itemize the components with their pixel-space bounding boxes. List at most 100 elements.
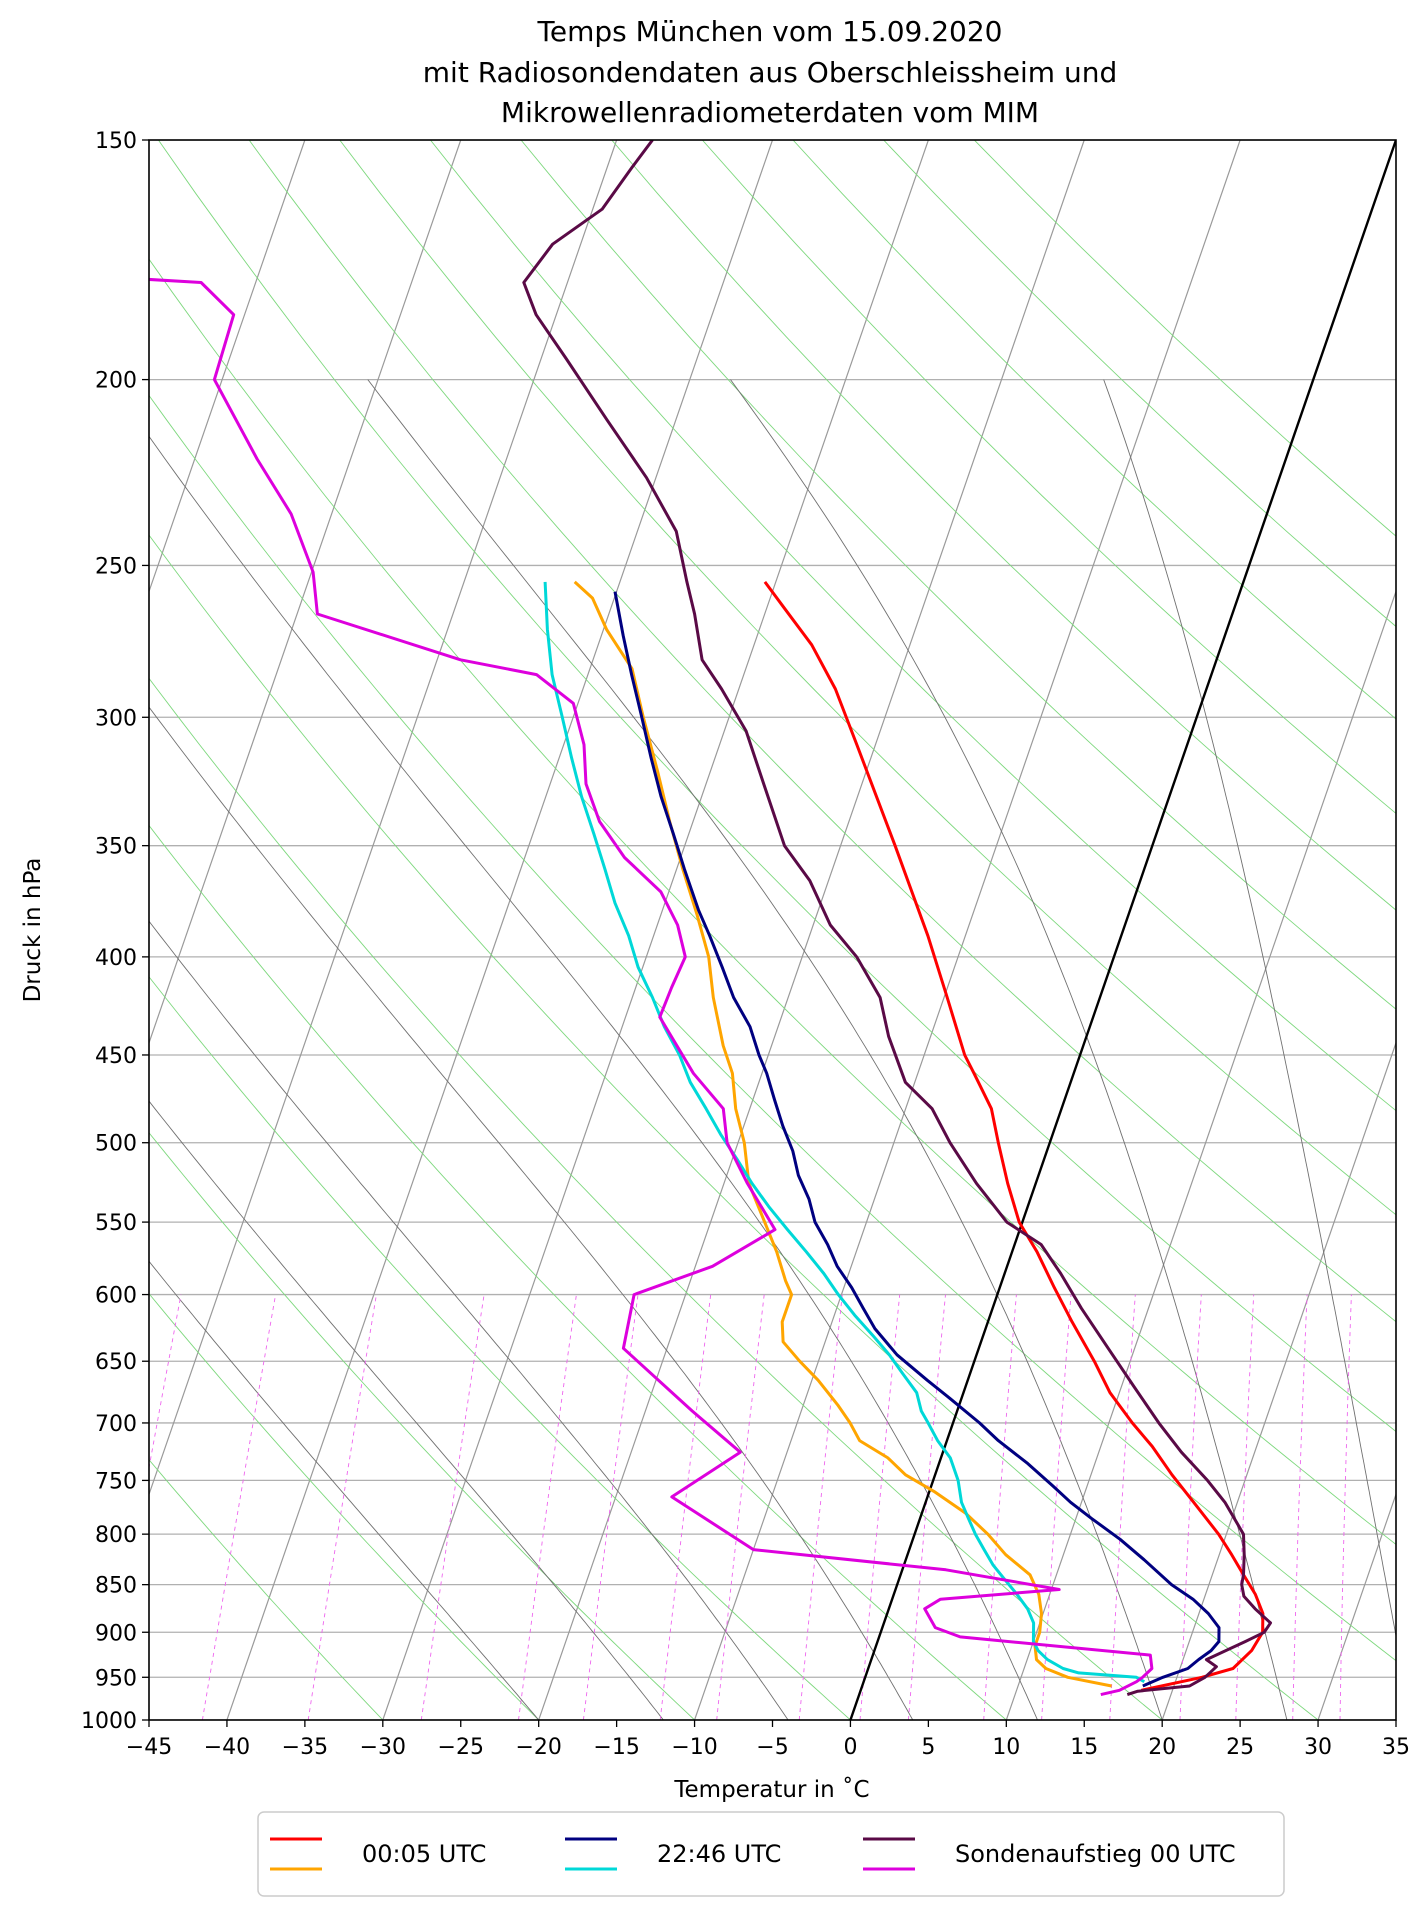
dry-adiabat [701, 140, 1396, 814]
dry-adiabat [430, 140, 1396, 1112]
mixing-ratio-line [798, 1294, 843, 1720]
isotherm-line [226, 140, 774, 1720]
x-tick-label: −25 [438, 1735, 484, 1760]
dry-adiabat [149, 824, 1007, 1720]
dry-adiabat [611, 140, 1396, 911]
y-tick-label: 500 [95, 1132, 137, 1157]
dry-adiabat [149, 976, 851, 1720]
mixing-ratio-line [659, 1294, 712, 1720]
legend-box [257, 1811, 1285, 1897]
isotherm-line [1161, 1041, 1396, 1720]
mixing-ratio-line [1292, 1294, 1308, 1720]
moist-adiabat [149, 435, 1038, 1720]
y-tick-label: 350 [95, 835, 137, 860]
series-temperature-0 [763, 581, 1265, 1692]
y-tick-label: 300 [95, 706, 137, 731]
y-tick-label: 200 [95, 369, 137, 394]
dry-adiabat [149, 534, 1319, 1720]
mixing-ratio-line [307, 1294, 377, 1720]
y-tick-label: 650 [95, 1350, 137, 1375]
dry-adiabat [149, 1292, 540, 1720]
x-tick-label: −15 [593, 1735, 639, 1760]
x-axis: −45 −40 −35 −30 −25 −20 −15 −10 −5 0 5 10 15 20 25 30 35 [126, 1720, 1410, 1760]
y-tick-label: 900 [95, 1621, 137, 1646]
y-tick-label: 450 [95, 1044, 137, 1069]
x-tick-label: 35 [1382, 1735, 1410, 1760]
isotherm-line [149, 140, 462, 1045]
y-tick-label: 1000 [81, 1709, 137, 1734]
zero-isotherm [849, 140, 1396, 1720]
legend-label: Sondenaufstieg 00 UTC [955, 1840, 1236, 1868]
x-tick-label: −40 [204, 1735, 250, 1760]
x-tick-label: −10 [671, 1735, 717, 1760]
moist-adiabat [149, 920, 789, 1720]
y-tick-label: 250 [95, 554, 137, 579]
y-tick-label: 600 [95, 1284, 137, 1309]
chart-title-line-1: Temps München vom 15.09.2020 [537, 15, 1003, 48]
series-temperature-4 [522, 140, 1272, 1697]
series-dewpoint-3 [543, 581, 1146, 1684]
x-tick-label: 30 [1304, 1735, 1332, 1760]
x-tick-label: 20 [1148, 1735, 1176, 1760]
mixing-ratio-line [716, 1294, 765, 1720]
mixing-ratio-line [0, 1295, 64, 1720]
y-tick-label: 950 [95, 1666, 137, 1691]
x-tick-label: 15 [1070, 1735, 1098, 1760]
isotherm-line [1317, 1492, 1396, 1720]
isotherm-line [382, 140, 929, 1720]
x-tick-label: 25 [1226, 1735, 1254, 1760]
mixing-ratio-line [582, 1294, 639, 1720]
dry-adiabat [149, 258, 1396, 1545]
x-tick-label: −35 [282, 1735, 328, 1760]
x-tick-label: 5 [921, 1735, 935, 1760]
moist-adiabat [149, 1260, 540, 1720]
y-tick-label: 550 [95, 1211, 137, 1236]
y-tick-label: 150 [95, 129, 137, 154]
mixing-ratio-line [983, 1294, 1017, 1720]
moist-adiabat [730, 379, 1288, 1720]
series-dewpoint-5 [149, 277, 1154, 1697]
dry-adiabat [339, 140, 1396, 1216]
moist-adiabat [1103, 379, 1396, 1639]
moist-adiabat [149, 706, 914, 1720]
dry-adiabat [973, 140, 1396, 537]
y-tick-label: 750 [95, 1469, 137, 1494]
legend: 00:05 UTC 22:46 UTC Sondenaufstieg 00 UTC [257, 1811, 1285, 1897]
y-tick-label: 400 [95, 946, 137, 971]
mixing-ratio-line [518, 1294, 577, 1720]
y-axis: 150 200 250 300 350 400 450 500 550 600 650 700 750 8… [81, 129, 149, 1734]
chart-title-line-3: Mikrowellenradiometerdaten vom MIM [501, 96, 1039, 129]
x-tick-label: −45 [126, 1735, 172, 1760]
y-tick-label: 700 [95, 1412, 137, 1437]
mixing-ratio-line [1041, 1294, 1072, 1720]
mixing-ratio-line [201, 1294, 277, 1720]
x-tick-label: −5 [756, 1735, 788, 1760]
x-axis-label: Temperatur in ˚C [673, 1776, 869, 1803]
dry-adiabat [149, 677, 1163, 1720]
mixing-ratio-line [1339, 1294, 1352, 1720]
dry-adiabat [520, 140, 1396, 1010]
legend-label: 00:05 UTC [362, 1840, 486, 1868]
dry-adiabat [792, 140, 1396, 720]
mixing-ratio-line [907, 1294, 946, 1720]
y-tick-label: 800 [95, 1523, 137, 1548]
dry-adiabat [883, 140, 1396, 628]
y-axis-label: Druck in hPa [20, 858, 46, 1003]
legend-label: 22:46 UTC [657, 1840, 781, 1868]
isotherm-line [538, 140, 1085, 1720]
dry-adiabat [149, 1459, 384, 1720]
data-series [149, 140, 1272, 1697]
moist-adiabat [367, 379, 1163, 1720]
moist-adiabat [149, 1100, 664, 1720]
x-tick-label: −20 [515, 1735, 561, 1760]
series-dewpoint-1 [573, 580, 1112, 1688]
isotherm-line [149, 140, 306, 594]
isotherm-line [1005, 589, 1396, 1720]
x-tick-label: 10 [992, 1735, 1020, 1760]
series-temperature-2 [613, 591, 1221, 1688]
mixing-ratio-line [1179, 1294, 1202, 1720]
isotherm-line [149, 140, 618, 1497]
x-tick-label: 0 [843, 1735, 857, 1760]
dry-adiabat [149, 1132, 695, 1720]
x-tick-label: −30 [360, 1735, 406, 1760]
